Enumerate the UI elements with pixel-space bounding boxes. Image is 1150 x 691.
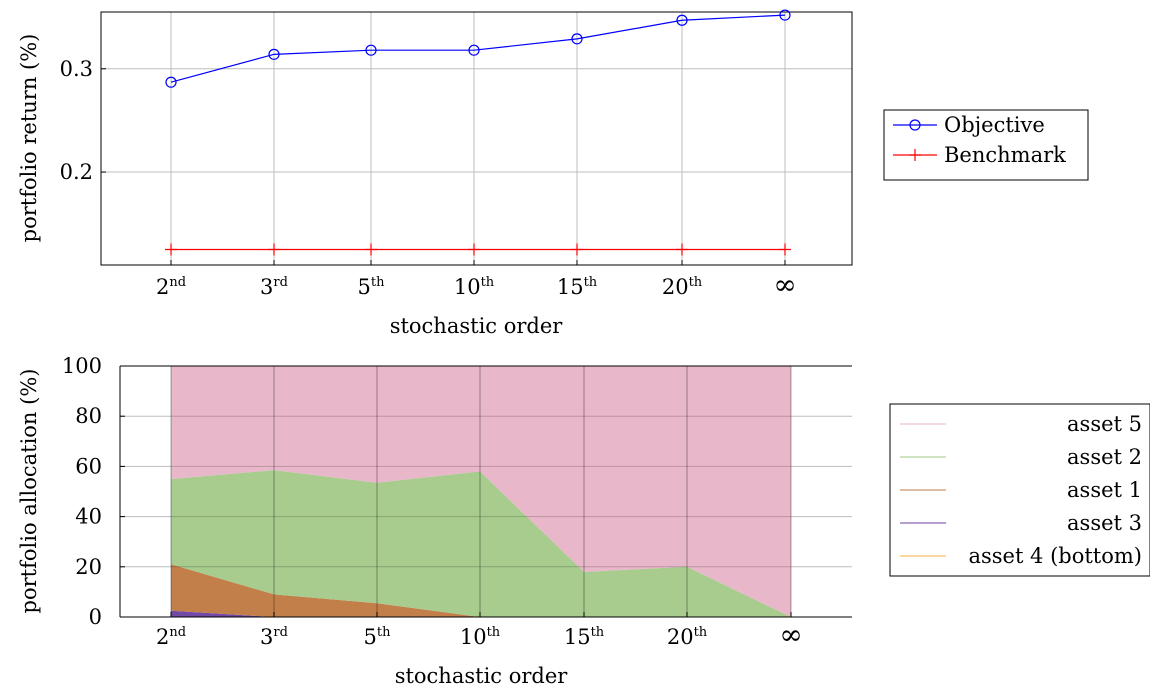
legend-label: asset 3 <box>1067 511 1142 535</box>
area-asset-3 <box>171 610 791 617</box>
y-tick-label: 40 <box>75 505 102 529</box>
y-tick-label: 80 <box>75 404 102 428</box>
area-asset-1 <box>171 564 791 617</box>
x-tick-base: 15 <box>564 625 591 649</box>
y-tick-label: 0 <box>89 605 102 629</box>
series-line-objective <box>170 14 786 83</box>
data-point-objective <box>268 48 280 60</box>
data-point-objective <box>165 76 177 88</box>
x-tick-sup: nd <box>169 625 186 640</box>
y-tick-label: 100 <box>62 354 102 378</box>
x-tick-sup: th <box>371 275 385 290</box>
area-asset-5 <box>171 366 791 617</box>
legend-label: asset 2 <box>1067 445 1142 469</box>
legend-marker <box>909 149 921 161</box>
x-axis-label: stochastic order <box>390 314 564 338</box>
x-tick-sup: th <box>689 275 703 290</box>
x-tick-label: 5th <box>358 275 386 299</box>
x-tick-base: 20 <box>662 275 689 299</box>
legend-label: asset 5 <box>1067 412 1142 436</box>
data-point-objective <box>676 14 688 26</box>
legend-label: Benchmark <box>944 143 1066 167</box>
legend-marker <box>909 119 921 131</box>
data-point-benchmark <box>676 243 688 256</box>
x-tick-sup: th <box>377 625 391 640</box>
data-point-objective <box>779 9 791 21</box>
data-point-objective <box>571 33 583 45</box>
legend-label: asset 1 <box>1067 478 1142 502</box>
x-tick-label: 2nd <box>156 625 186 649</box>
x-tick-base: 10 <box>460 625 487 649</box>
legend: Objective Benchmark <box>883 109 1089 181</box>
x-tick-base: ∞ <box>779 618 802 651</box>
x-tick-sup: rd <box>273 625 288 640</box>
data-point-benchmark <box>468 243 480 256</box>
x-tick-label: 5th <box>364 625 392 649</box>
x-tick-sup: th <box>481 275 495 290</box>
y-tick-label: 0.2 <box>60 160 93 184</box>
data-point-benchmark <box>165 243 177 256</box>
x-tick-base: 10 <box>454 275 481 299</box>
x-tick-base: 3 <box>260 275 273 299</box>
x-tick-base: 15 <box>557 275 584 299</box>
x-tick-label: 20th <box>667 625 708 649</box>
x-tick-sup: rd <box>273 275 288 290</box>
x-tick-sup: th <box>487 625 501 640</box>
data-point-benchmark <box>779 243 791 256</box>
x-tick-base: 20 <box>667 625 694 649</box>
data-point-objective <box>365 44 377 56</box>
x-tick-label: 15th <box>557 275 598 299</box>
x-tick-label: 10th <box>454 275 495 299</box>
y-tick-label: 0.3 <box>60 57 93 81</box>
x-tick-base: ∞ <box>773 268 796 301</box>
x-tick-base: 5 <box>358 275 371 299</box>
x-tick-base: 2 <box>156 625 169 649</box>
y-tick-label: 20 <box>75 555 102 579</box>
plot-frame <box>100 11 853 266</box>
data-point-benchmark <box>365 243 377 256</box>
data-point-objective <box>468 44 480 56</box>
x-tick-label: ∞ <box>779 618 802 651</box>
x-tick-label: 20th <box>662 275 703 299</box>
x-tick-label: 3rd <box>260 275 288 299</box>
x-tick-base: 5 <box>364 625 377 649</box>
x-axis-label: stochastic order <box>395 664 569 686</box>
y-tick-label: 60 <box>75 454 102 478</box>
y-axis-label: portfolio return (%) <box>17 34 41 243</box>
x-tick-sup: th <box>584 275 598 290</box>
x-tick-sup: th <box>694 625 708 640</box>
legend-label: asset 4 (bottom) <box>968 544 1142 568</box>
data-point-benchmark <box>571 243 583 256</box>
y-axis-label: portfolio allocation (%) <box>17 369 41 614</box>
x-tick-sup: nd <box>169 275 186 290</box>
area-asset-2 <box>171 470 791 617</box>
legend-label: Objective <box>944 113 1045 137</box>
x-tick-label: ∞ <box>773 268 796 301</box>
x-tick-base: 2 <box>156 275 169 299</box>
x-tick-label: 3rd <box>260 625 288 649</box>
x-tick-label: 2nd <box>156 275 186 299</box>
legend: asset 5 asset 2 asset 1 asset 3 asset 4 (bot… <box>889 403 1150 577</box>
x-tick-base: 3 <box>260 625 273 649</box>
x-tick-label: 15th <box>564 625 605 649</box>
x-tick-sup: th <box>591 625 605 640</box>
data-point-benchmark <box>268 243 280 256</box>
x-tick-label: 10th <box>460 625 501 649</box>
